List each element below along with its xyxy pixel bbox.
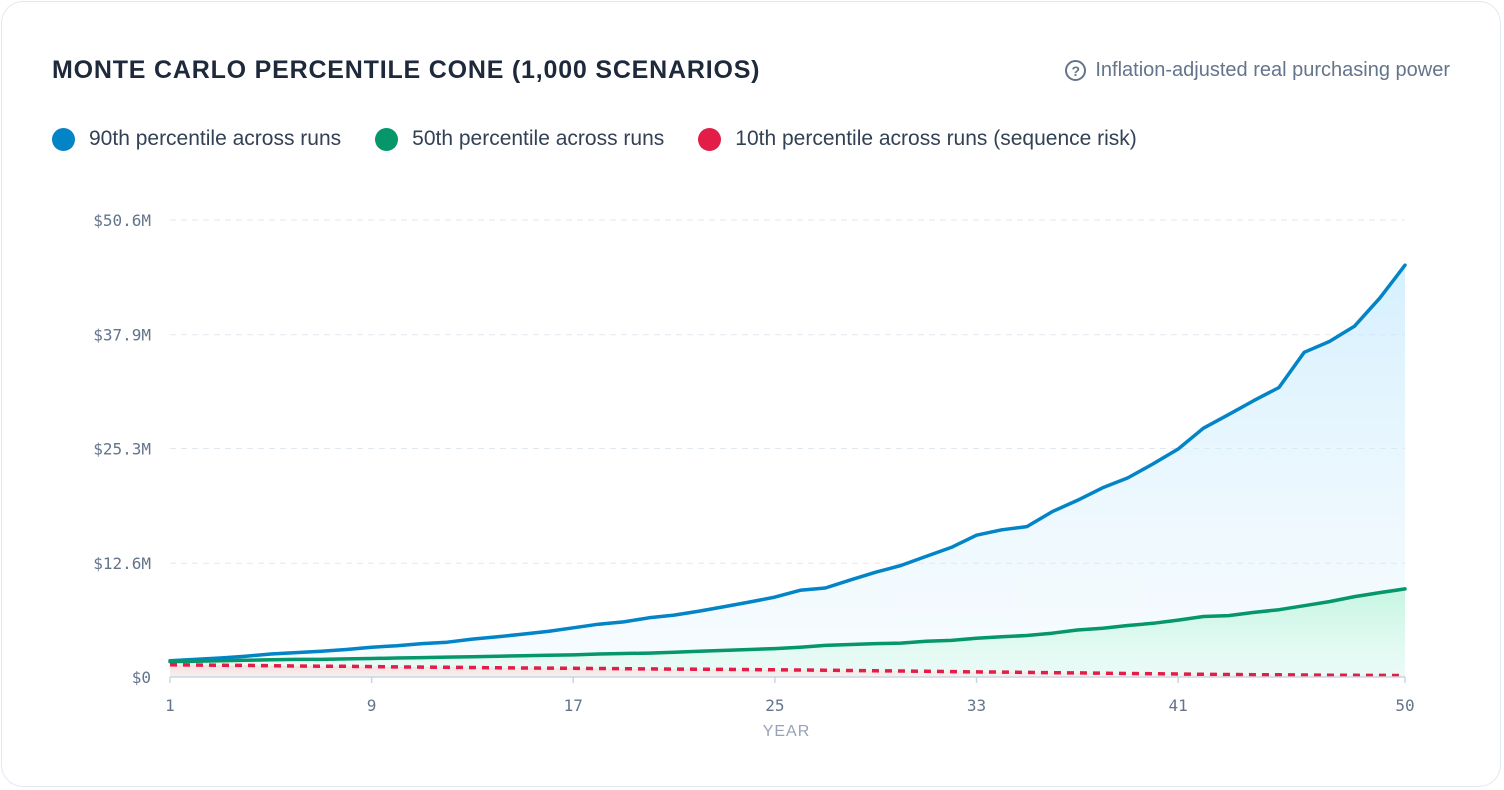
legend-dot-p10 [698, 127, 722, 151]
x-tick-label-1: 9 [367, 696, 377, 715]
y-tick-label-0: $0 [132, 668, 151, 687]
inflation-note: ? Inflation-adjusted real purchasing pow… [1065, 59, 1450, 82]
area-p90 [170, 265, 1405, 677]
x-tick-label-2: 17 [564, 696, 583, 715]
legend-item-p50[interactable]: 50th percentile across runs [375, 127, 664, 151]
legend-dot-p50 [375, 127, 399, 151]
help-circle-icon[interactable]: ? [1065, 60, 1087, 81]
series-lines [168, 263, 1407, 678]
y-tick-label-4: $50.6M [93, 211, 151, 230]
line-p90 [168, 263, 1407, 663]
x-tick-label-3: 25 [765, 696, 784, 715]
chart-title: MONTE CARLO PERCENTILE CONE (1,000 SCENA… [52, 56, 761, 84]
area-p50 [170, 588, 1405, 677]
inflation-note-text: Inflation-adjusted real purchasing power [1095, 59, 1450, 81]
x-tick-label-5: 41 [1169, 696, 1188, 715]
line-p50 [168, 587, 1407, 664]
grid-lines [170, 219, 1405, 564]
y-tick-label-3: $37.9M [93, 326, 151, 345]
legend-label-p90: 90th percentile across runs [89, 127, 342, 150]
legend-label-p10: 10th percentile across runs (sequence ri… [735, 127, 1137, 150]
line-p10 [169, 663, 1406, 678]
y-tick-label-1: $12.6M [93, 554, 151, 573]
x-axis-title: YEAR [763, 723, 811, 740]
legend-item-p90[interactable]: 90th percentile across runs [52, 127, 341, 151]
axes: $0 $12.6M $25.3M $37.9M $50.6M 1 9 17 25 33 41 50 YE… [93, 211, 1414, 740]
x-tick-label-6: 50 [1395, 696, 1414, 715]
x-tick-label-0: 1 [165, 696, 175, 715]
legend-dot-p90 [52, 127, 75, 151]
legend: 90th percentile across runs 50th percent… [52, 127, 1171, 151]
x-tick-label-4: 33 [967, 696, 986, 715]
y-tick-label-2: $25.3M [93, 440, 151, 459]
legend-item-p10[interactable]: 10th percentile across runs (sequence ri… [698, 127, 1137, 151]
legend-label-p50: 50th percentile across runs [412, 127, 665, 150]
